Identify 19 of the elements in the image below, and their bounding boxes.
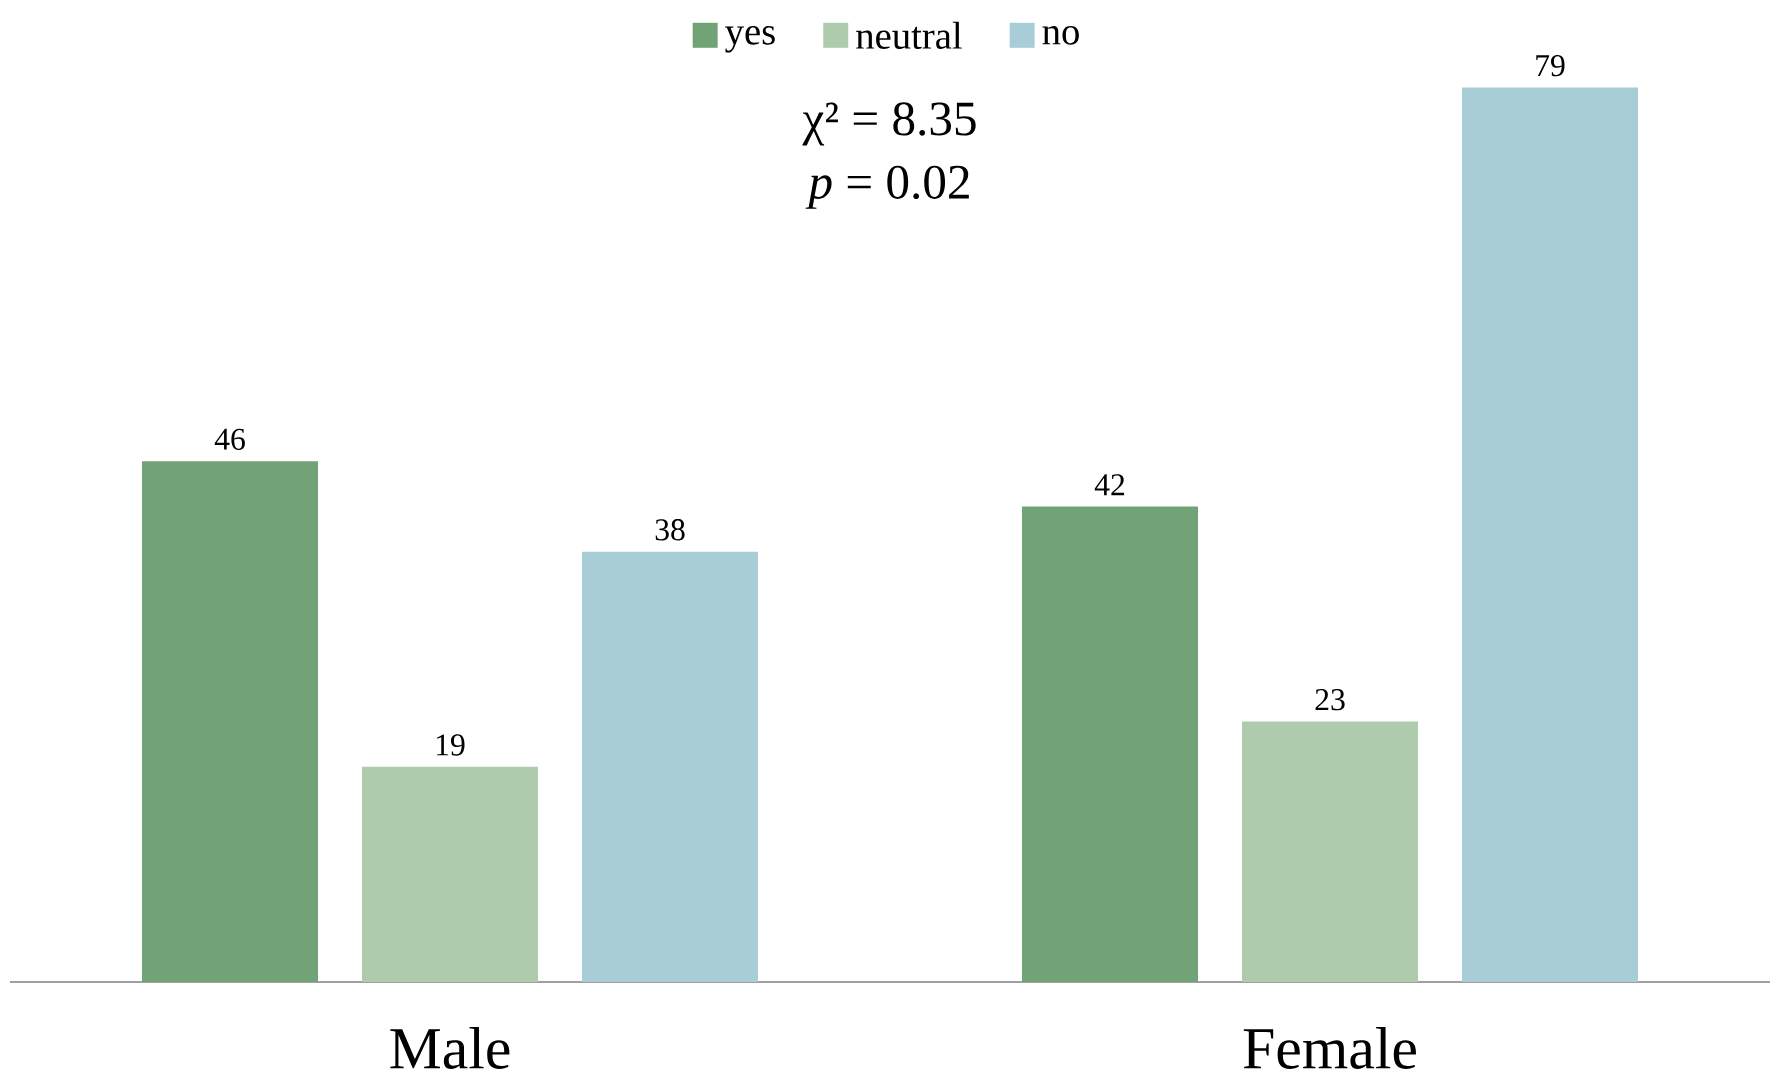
legend-label: yes — [725, 26, 775, 53]
data-label: 46 — [214, 428, 245, 450]
legend-label: neutral — [856, 21, 962, 49]
data-label: 23 — [1315, 689, 1345, 711]
legend-label: no — [1042, 26, 1079, 45]
bar — [142, 461, 319, 982]
bar — [362, 766, 539, 982]
bar — [1242, 721, 1419, 982]
x-tick-label: Female — [1243, 1026, 1416, 1069]
bar — [1462, 87, 1639, 982]
bar — [582, 551, 759, 982]
data-label: 19 — [436, 734, 465, 756]
data-label: 42 — [1094, 474, 1125, 496]
x-tick-label: Male — [390, 1026, 510, 1069]
data-label: 79 — [1536, 55, 1565, 77]
annotation: p = 0.02 — [805, 165, 969, 209]
annotation: χ² = 8.35 — [802, 102, 976, 146]
bar — [1022, 506, 1199, 982]
data-label: 38 — [655, 519, 685, 541]
